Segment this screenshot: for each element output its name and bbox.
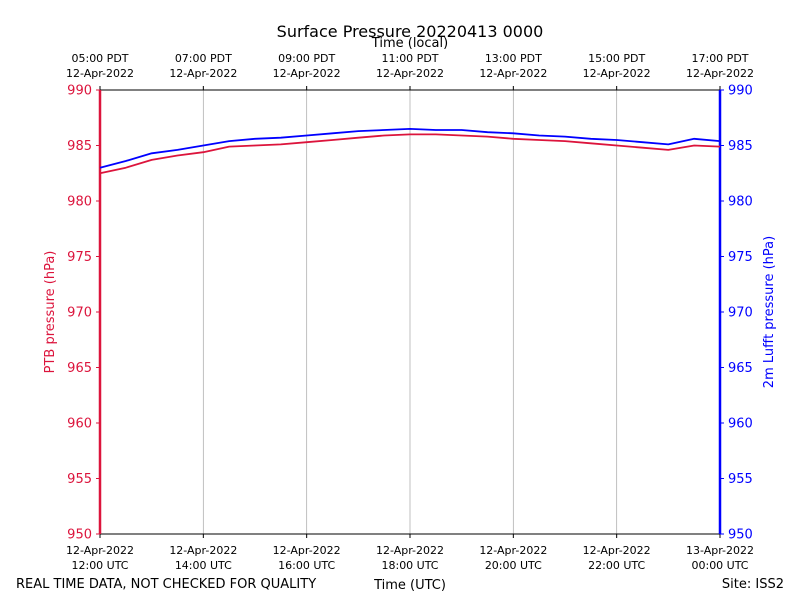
right-tick-label: 975: [728, 250, 753, 265]
top-tick-time: 09:00 PDT: [278, 52, 335, 65]
left-tick-label: 950: [67, 528, 92, 543]
top-tick-time: 13:00 PDT: [485, 52, 542, 65]
quality-note: REAL TIME DATA, NOT CHECKED FOR QUALITY: [16, 577, 316, 592]
bottom-tick-time: 20:00 UTC: [485, 559, 542, 572]
left-tick-label: 955: [67, 472, 92, 487]
top-tick-date: 12-Apr-2022: [583, 67, 651, 80]
right-tick-label: 980: [728, 195, 753, 210]
bottom-tick-time: 16:00 UTC: [278, 559, 335, 572]
top-tick-date: 12-Apr-2022: [169, 67, 237, 80]
right-tick-label: 970: [728, 306, 753, 321]
top-tick-time: 15:00 PDT: [588, 52, 645, 65]
bottom-tick-date: 13-Apr-2022: [686, 544, 754, 557]
top-tick-time: 11:00 PDT: [381, 52, 438, 65]
right-tick-label: 965: [728, 361, 753, 376]
right-tick-label: 985: [728, 139, 753, 154]
top-tick-date: 12-Apr-2022: [686, 67, 754, 80]
bottom-tick-date: 12-Apr-2022: [273, 544, 341, 557]
bottom-tick-time: 12:00 UTC: [71, 559, 128, 572]
left-tick-label: 985: [67, 139, 92, 154]
right-tick-label: 960: [728, 417, 753, 432]
left-tick-label: 960: [67, 417, 92, 432]
top-tick-time: 17:00 PDT: [691, 52, 748, 65]
ptb-pressure-line: [99, 133, 721, 175]
top-tick-date: 12-Apr-2022: [479, 67, 547, 80]
left-tick-label: 990: [67, 84, 92, 99]
right-tick-label: 955: [728, 472, 753, 487]
top-tick-time: 07:00 PDT: [175, 52, 232, 65]
top-tick-date: 12-Apr-2022: [376, 67, 444, 80]
bottom-tick-date: 12-Apr-2022: [66, 544, 134, 557]
bottom-tick-time: 22:00 UTC: [588, 559, 645, 572]
bottom-tick-date: 12-Apr-2022: [479, 544, 547, 557]
top-tick-time: 05:00 PDT: [71, 52, 128, 65]
bottom-tick-date: 12-Apr-2022: [169, 544, 237, 557]
bottom-axis-label: Time (UTC): [373, 578, 446, 593]
bottom-tick-date: 12-Apr-2022: [376, 544, 444, 557]
top-tick-date: 12-Apr-2022: [273, 67, 341, 80]
right-tick-label: 950: [728, 528, 753, 543]
top-axis-label: Time (local): [371, 36, 448, 51]
left-tick-label: 980: [67, 195, 92, 210]
site-label: Site: ISS2: [722, 577, 784, 592]
2m-lufft-pressure-line: [99, 127, 721, 169]
bottom-tick-date: 12-Apr-2022: [583, 544, 651, 557]
left-axis-label: PTB pressure (hPa): [43, 251, 58, 374]
right-axis-label: 2m Lufft pressure (hPa): [762, 236, 777, 388]
chart-title: Surface Pressure 20220413 0000: [277, 22, 544, 41]
bottom-tick-time: 14:00 UTC: [175, 559, 232, 572]
bottom-tick-time: 00:00 UTC: [691, 559, 748, 572]
plot-area: 12-Apr-2022 12:00 UTC 12-Apr-2022 14:00 UTC…: [66, 52, 754, 572]
right-tick-label: 990: [728, 84, 753, 99]
left-tick-label: 970: [67, 306, 92, 321]
top-tick-date: 12-Apr-2022: [66, 67, 134, 80]
left-tick-label: 975: [67, 250, 92, 265]
left-tick-label: 965: [67, 361, 92, 376]
bottom-tick-time: 18:00 UTC: [381, 559, 438, 572]
